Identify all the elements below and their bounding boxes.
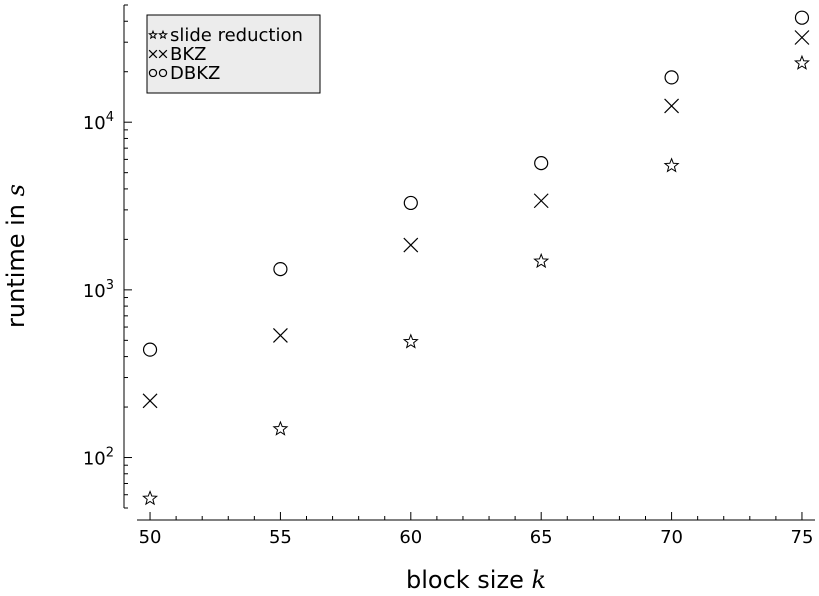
x-tick-label: 65 xyxy=(530,527,553,548)
data-points xyxy=(142,10,810,506)
circle-data-point xyxy=(794,10,810,25)
legend-star-marker xyxy=(158,29,168,40)
x-tick-label: 75 xyxy=(791,527,814,548)
circle-data-point xyxy=(142,342,158,357)
x-tick-label: 50 xyxy=(139,527,162,548)
y-tick-exponent: 3 xyxy=(106,278,114,293)
star-data-point xyxy=(402,333,419,349)
circle-data-point xyxy=(534,156,549,171)
cross-data-point xyxy=(272,327,288,343)
legend-circle-marker xyxy=(158,68,168,78)
star-data-point xyxy=(142,490,159,506)
y-tick-label: 103 xyxy=(83,278,114,302)
legend-entry-label: BKZ xyxy=(170,44,206,65)
star-data-point xyxy=(663,157,680,173)
x-ticks: 50 55 60 65 70 75 xyxy=(139,512,814,548)
cross-data-point xyxy=(664,98,680,114)
y-tick-label: 104 xyxy=(83,110,114,134)
x-axis-label: block size k xyxy=(406,566,546,594)
y-tick-label: 102 xyxy=(83,446,114,470)
legend-circle-marker xyxy=(148,68,158,78)
legend-star-marker xyxy=(148,29,158,40)
cross-data-point xyxy=(403,237,419,253)
legend-entry-label: slide reduction xyxy=(170,25,303,46)
legend-entry-label: DBKZ xyxy=(170,63,220,84)
circle-data-point xyxy=(273,261,288,277)
x-tick-label: 60 xyxy=(399,527,422,548)
circle-data-point xyxy=(403,195,418,211)
legend-box xyxy=(146,14,321,94)
y-tick-exponent: 2 xyxy=(106,446,114,461)
circle-data-point xyxy=(664,70,679,85)
axes xyxy=(123,5,815,521)
y-tick-base: 10 xyxy=(83,113,106,134)
cross-data-point xyxy=(533,193,549,209)
star-data-point xyxy=(272,420,289,436)
y-tick-base: 10 xyxy=(83,449,106,470)
cross-data-point xyxy=(142,393,158,409)
legend-cross-marker xyxy=(148,49,158,59)
star-data-point xyxy=(793,54,810,70)
y-tick-exponent: 4 xyxy=(106,110,114,125)
y-axis-label: runtime in s xyxy=(2,184,30,328)
x-tick-label: 70 xyxy=(660,527,683,548)
star-data-point xyxy=(533,252,550,269)
cross-data-point xyxy=(794,30,810,45)
y-tick-base: 10 xyxy=(83,281,106,302)
x-tick-label: 55 xyxy=(269,527,292,548)
legend-cross-marker xyxy=(158,49,168,59)
